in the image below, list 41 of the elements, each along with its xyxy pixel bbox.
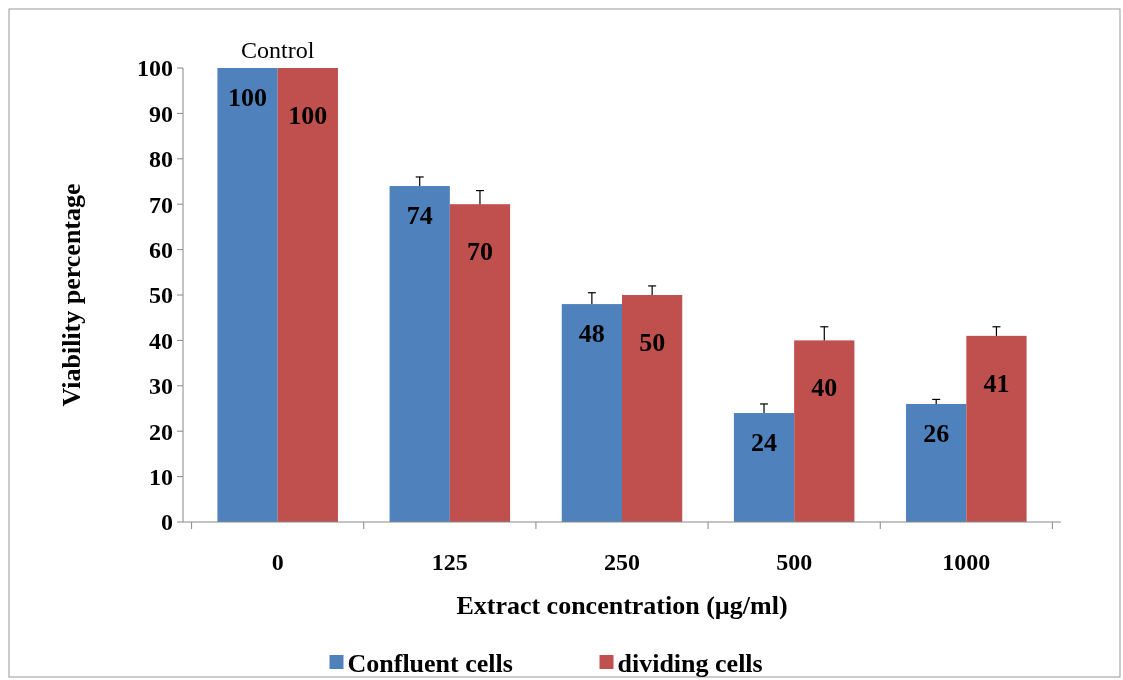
- y-tick-label: 0: [161, 509, 173, 536]
- x-tick-label: 500: [776, 549, 813, 575]
- y-tick-label: 100: [137, 55, 173, 82]
- annotation: Control: [241, 37, 315, 63]
- y-tick-label: 30: [149, 373, 173, 400]
- bar: [733, 413, 795, 522]
- bar: [622, 295, 683, 522]
- data-label: 24: [751, 428, 778, 458]
- data-label: 48: [578, 319, 605, 349]
- data-label: 100: [288, 101, 328, 130]
- legend-label: dividing cells: [617, 649, 763, 679]
- x-tick-label: 250: [604, 549, 640, 575]
- y-tick-label: 50: [149, 282, 173, 309]
- bar: [389, 186, 450, 522]
- y-tick-label: 90: [149, 100, 173, 127]
- y-tick-label: 20: [149, 418, 173, 445]
- bar: [277, 68, 338, 522]
- x-tick-label: 0: [271, 549, 284, 575]
- bar: [906, 403, 967, 522]
- y-axis-title: Viability percentage: [57, 183, 86, 407]
- bar: [449, 204, 511, 522]
- y-tick-label: 60: [149, 237, 173, 263]
- bar: [217, 68, 278, 522]
- data-label: 40: [811, 373, 838, 403]
- data-label: 26: [923, 418, 950, 448]
- x-tick-label: 125: [431, 549, 468, 575]
- data-label: 74: [406, 201, 433, 231]
- y-tick-label: 80: [149, 146, 173, 173]
- y-tick-label: 70: [149, 191, 173, 218]
- y-tick-label: 40: [149, 327, 173, 354]
- bar: [966, 335, 1027, 522]
- data-label: 70: [466, 237, 493, 267]
- data-label: 100: [228, 83, 268, 112]
- y-tick-label: 10: [149, 464, 173, 490]
- legend-label: Confluent cells: [347, 649, 513, 679]
- x-axis-title: Extract concentration (µg/ml): [456, 591, 788, 620]
- bar: [794, 340, 855, 522]
- bar: [561, 304, 622, 522]
- data-label: 50: [639, 328, 666, 357]
- x-tick-label: 1000: [942, 549, 991, 575]
- data-label: 41: [983, 368, 1010, 398]
